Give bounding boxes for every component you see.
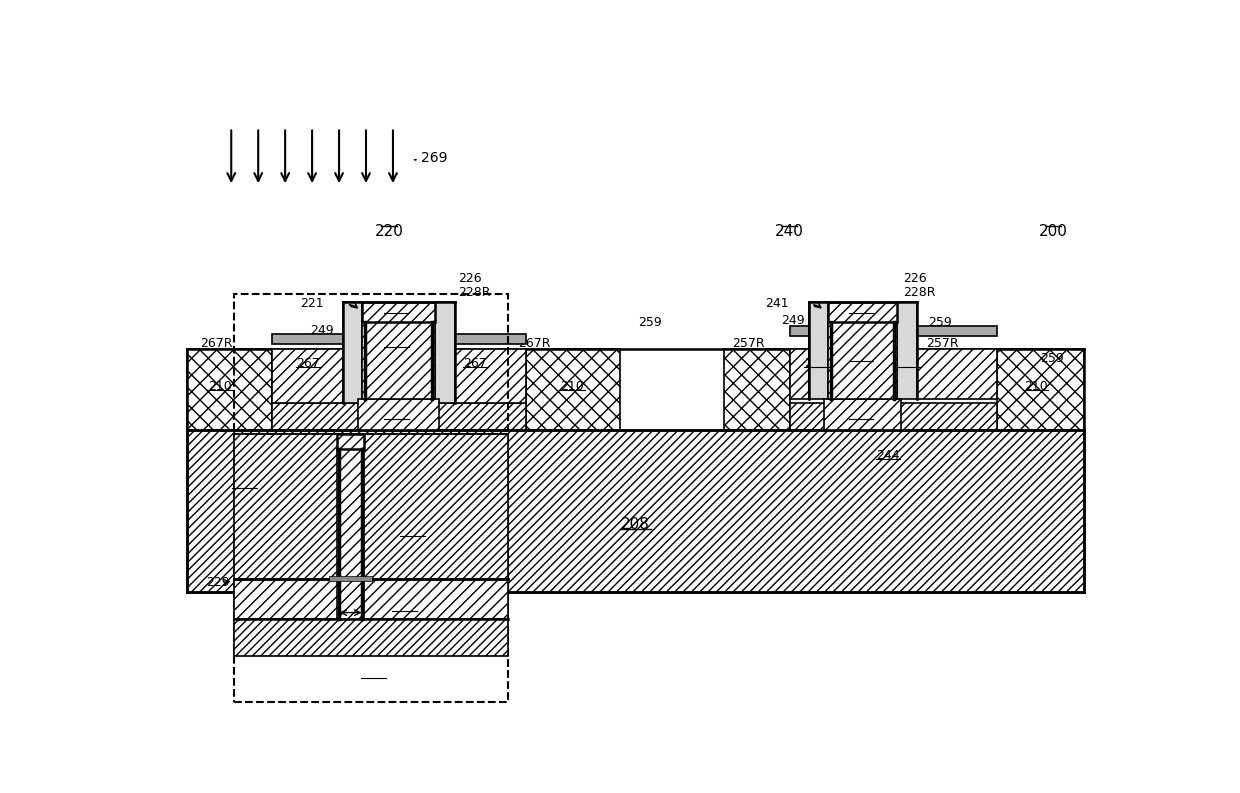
Text: 221: 221 [300, 297, 324, 309]
Text: 208: 208 [621, 517, 650, 532]
Text: 257: 257 [805, 357, 828, 370]
Text: 241: 241 [765, 297, 789, 309]
Text: 242: 242 [849, 408, 873, 421]
Text: 257R: 257R [926, 337, 960, 351]
Polygon shape [362, 322, 435, 400]
Text: 259: 259 [1040, 352, 1064, 365]
Text: 222: 222 [393, 601, 417, 614]
Text: 249: 249 [781, 313, 805, 327]
Polygon shape [358, 400, 439, 430]
Polygon shape [790, 326, 808, 336]
Polygon shape [455, 349, 526, 403]
Polygon shape [828, 301, 898, 322]
Polygon shape [435, 301, 455, 403]
Text: 257: 257 [897, 357, 921, 370]
Polygon shape [337, 434, 365, 450]
Polygon shape [233, 619, 508, 656]
Text: 210: 210 [208, 380, 232, 393]
Text: 267R: 267R [377, 543, 410, 556]
Text: 226: 226 [904, 272, 928, 285]
Text: 228R: 228R [904, 285, 936, 299]
Text: 233: 233 [384, 303, 409, 316]
Text: 267: 267 [401, 526, 424, 539]
Polygon shape [724, 349, 790, 430]
Text: 231: 231 [233, 477, 257, 491]
Polygon shape [343, 301, 362, 403]
Text: x2: x2 [324, 626, 339, 638]
Text: 200: 200 [1039, 224, 1068, 239]
Text: 222: 222 [384, 408, 409, 421]
Text: 257R: 257R [732, 337, 764, 351]
Text: 249: 249 [310, 324, 334, 337]
Text: 228R: 228R [459, 285, 491, 299]
Bar [233, 434, 508, 702]
Polygon shape [362, 301, 435, 322]
Text: 267: 267 [296, 357, 320, 370]
Polygon shape [187, 349, 272, 430]
Bar [233, 294, 508, 434]
Polygon shape [825, 400, 901, 430]
Text: 267R: 267R [518, 336, 551, 350]
Polygon shape [187, 430, 1084, 592]
Text: 228R: 228R [377, 506, 410, 519]
Polygon shape [272, 403, 526, 430]
Text: 251: 251 [849, 351, 873, 363]
Text: 269: 269 [422, 151, 448, 165]
Text: 259: 259 [928, 316, 952, 329]
Polygon shape [916, 326, 997, 336]
Text: 233: 233 [377, 454, 402, 467]
Text: 226: 226 [377, 491, 402, 504]
Text: 210: 210 [1024, 380, 1048, 393]
Text: Z2: Z2 [377, 473, 394, 487]
Text: 229: 229 [206, 576, 229, 589]
Polygon shape [233, 434, 508, 579]
Polygon shape [337, 450, 365, 619]
Text: 224: 224 [384, 449, 409, 462]
Polygon shape [808, 301, 828, 400]
Text: 231: 231 [384, 336, 409, 350]
Polygon shape [233, 579, 508, 619]
Text: 259: 259 [637, 316, 662, 329]
Polygon shape [997, 349, 1084, 430]
Polygon shape [272, 349, 343, 403]
Text: 220: 220 [374, 224, 403, 239]
Text: 253: 253 [849, 303, 873, 316]
Text: 267R: 267R [201, 336, 233, 350]
Polygon shape [790, 403, 997, 430]
Text: 267: 267 [464, 357, 487, 370]
Text: 240: 240 [775, 224, 804, 239]
Polygon shape [272, 334, 343, 344]
Text: 224: 224 [362, 668, 386, 680]
Polygon shape [526, 349, 620, 430]
Polygon shape [828, 322, 898, 400]
Polygon shape [790, 349, 808, 400]
Text: 244: 244 [877, 449, 900, 462]
Polygon shape [916, 349, 997, 400]
Polygon shape [455, 334, 526, 344]
Polygon shape [898, 301, 916, 400]
Text: 210: 210 [560, 380, 584, 393]
Text: 226: 226 [459, 272, 482, 285]
Polygon shape [329, 577, 372, 581]
